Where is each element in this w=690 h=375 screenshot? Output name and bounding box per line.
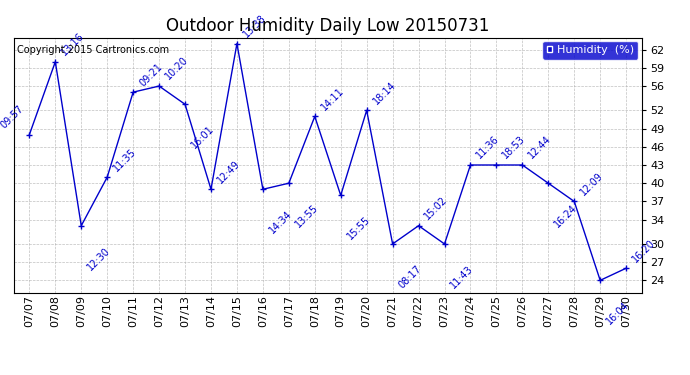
Text: Copyright 2015 Cartronics.com: Copyright 2015 Cartronics.com: [17, 45, 169, 55]
Text: 14:34: 14:34: [267, 209, 294, 236]
Text: 16:01: 16:01: [189, 124, 216, 150]
Text: 14:11: 14:11: [319, 86, 346, 112]
Text: 15:55: 15:55: [345, 215, 372, 242]
Text: 12:44: 12:44: [526, 134, 553, 161]
Text: 18:14: 18:14: [371, 80, 397, 106]
Text: 13:55: 13:55: [293, 202, 320, 229]
Text: 08:17: 08:17: [397, 263, 424, 290]
Text: 12:30: 12:30: [86, 245, 112, 272]
Text: 13:16: 13:16: [59, 31, 86, 58]
Text: 11:36: 11:36: [475, 134, 502, 161]
Text: 18:53: 18:53: [500, 134, 527, 161]
Text: 12:09: 12:09: [578, 171, 605, 197]
Text: 16:20: 16:20: [630, 237, 657, 264]
Title: Outdoor Humidity Daily Low 20150731: Outdoor Humidity Daily Low 20150731: [166, 16, 489, 34]
Text: 15:02: 15:02: [423, 195, 450, 222]
Text: 10:20: 10:20: [164, 55, 190, 82]
Text: 13:38: 13:38: [241, 13, 268, 39]
Text: 16:24: 16:24: [553, 202, 579, 229]
Text: 11:43: 11:43: [448, 263, 475, 290]
Legend: Humidity  (%): Humidity (%): [542, 41, 638, 60]
Text: 09:57: 09:57: [0, 104, 26, 130]
Text: 11:35: 11:35: [111, 146, 138, 173]
Text: 09:21: 09:21: [137, 61, 164, 88]
Text: 12:49: 12:49: [215, 158, 242, 185]
Text: 16:04: 16:04: [604, 300, 631, 327]
